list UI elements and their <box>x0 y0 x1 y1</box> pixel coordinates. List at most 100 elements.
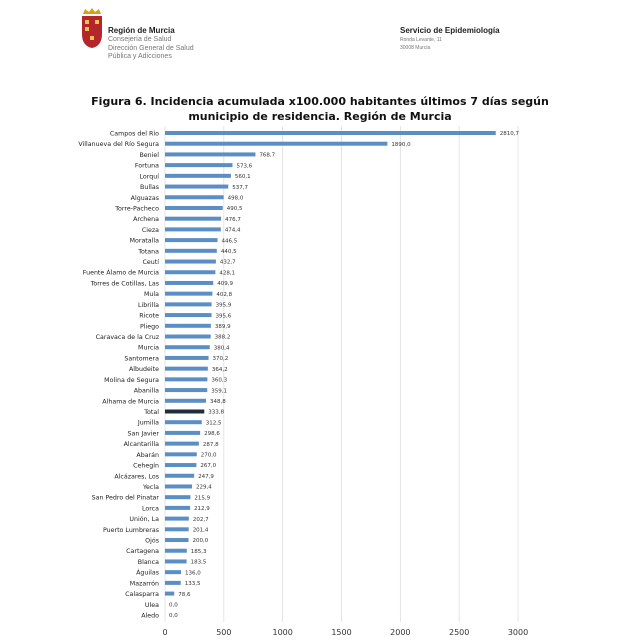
category-label: Jumilla <box>137 420 159 427</box>
data-label: 428,1 <box>219 270 235 276</box>
bar <box>165 238 218 243</box>
service-name: Servicio de Epidemiología <box>400 26 500 35</box>
category-label: Abanilla <box>134 388 159 395</box>
bar <box>165 591 175 596</box>
x-tick-label: 2000 <box>390 628 410 637</box>
bar <box>165 141 388 146</box>
org-sub: Consejería de Salud <box>108 36 172 43</box>
data-label: 348,8 <box>210 399 226 405</box>
data-label: 2810,7 <box>500 131 520 137</box>
data-label: 136,0 <box>185 570 201 576</box>
bar <box>165 366 208 371</box>
category-label: Ricote <box>139 313 159 320</box>
data-label: 573,6 <box>236 163 252 169</box>
data-label: 490,5 <box>227 206 243 212</box>
category-label: Murcia <box>138 345 159 352</box>
bar <box>165 452 197 457</box>
data-label: 267,0 <box>200 463 216 469</box>
data-label: 474,4 <box>225 228 241 234</box>
category-label: Cehegín <box>133 462 159 470</box>
bar <box>165 302 212 307</box>
category-label: Cieza <box>142 227 159 234</box>
category-label: Albudeite <box>129 366 159 373</box>
bar <box>165 463 197 468</box>
data-label: 333,8 <box>208 410 224 416</box>
bar <box>165 527 189 532</box>
category-label: Yecla <box>142 484 159 491</box>
department-block: Dirección General de Salud Pública y Adi… <box>108 45 194 61</box>
category-label: Lorquí <box>140 172 160 180</box>
category-label: Caravaca de la Cruz <box>96 334 160 341</box>
data-label: 185,3 <box>191 549 207 555</box>
category-label: Blanca <box>138 559 159 566</box>
bar <box>165 323 211 328</box>
bar <box>165 570 182 575</box>
data-label: 395,9 <box>216 303 232 309</box>
data-label: 537,7 <box>232 185 248 191</box>
category-label: Ulea <box>145 602 159 609</box>
bar <box>165 377 208 382</box>
data-label: 409,9 <box>217 281 233 287</box>
address-line1: Ronda Levante, 11 <box>400 37 442 43</box>
category-label: Beniel <box>139 152 159 159</box>
category-label: Ceutí <box>143 258 160 266</box>
data-label: 440,5 <box>221 249 237 255</box>
category-label: Moratalla <box>130 238 160 245</box>
category-label: San Javier <box>127 430 159 437</box>
bar <box>165 420 202 425</box>
bar <box>165 163 233 168</box>
data-label: 1890,0 <box>391 142 411 148</box>
data-label: 359,1 <box>211 388 227 394</box>
data-label: 560,1 <box>235 174 251 180</box>
data-label: 201,4 <box>193 528 209 534</box>
bar <box>165 152 256 157</box>
category-label: Torre-Pacheco <box>114 205 159 212</box>
category-label: Aledo <box>141 613 159 620</box>
category-label: Campos del Río <box>110 130 159 138</box>
data-label: 183,5 <box>191 560 207 566</box>
category-label: Santomera <box>124 355 159 362</box>
bar <box>165 345 210 350</box>
org-name: Región de Murcia <box>108 26 175 35</box>
bar <box>165 280 214 285</box>
data-label: 200,0 <box>193 538 209 544</box>
data-label: 78,6 <box>178 592 191 598</box>
region-murcia-coat-of-arms-logo <box>82 8 102 48</box>
category-label: Puerto Lumbreras <box>103 527 159 534</box>
category-label: Ojós <box>145 537 159 545</box>
bar <box>165 227 221 232</box>
chart-title-line2: municipio de residencia. Región de Murci… <box>188 110 452 123</box>
category-label: Lorca <box>142 505 159 512</box>
organization-block: Región de Murcia Consejería de Salud <box>108 27 175 44</box>
data-label: 0,0 <box>169 613 178 619</box>
bar <box>165 195 224 200</box>
bar <box>165 355 209 360</box>
data-label: 247,9 <box>198 474 214 480</box>
category-label: Alguazas <box>131 195 159 202</box>
x-tick-label: 500 <box>216 628 231 637</box>
category-label: Total <box>143 409 159 416</box>
service-block: Servicio de Epidemiología Ronda Levante,… <box>400 27 500 52</box>
bar <box>165 398 207 403</box>
bar <box>165 184 229 189</box>
category-label: Molina de Segura <box>104 377 159 384</box>
data-label: 229,4 <box>196 485 212 491</box>
category-label: Mula <box>144 291 159 298</box>
category-label: Alcantarilla <box>124 441 160 448</box>
category-label: Fuente Álamo de Murcia <box>83 268 159 277</box>
bar <box>165 580 181 585</box>
data-label: 370,2 <box>213 356 229 362</box>
data-label: 212,9 <box>194 506 210 512</box>
category-label: Alhama de Murcia <box>102 398 159 405</box>
category-label: Alcázares, Los <box>114 472 159 480</box>
category-label: Abarán <box>136 451 159 459</box>
data-label: 133,5 <box>185 581 201 587</box>
bar <box>165 313 212 318</box>
data-label: 298,6 <box>204 431 220 437</box>
category-label: Águilas <box>136 568 159 577</box>
category-label: Mazarrón <box>130 579 159 587</box>
category-label: Pliego <box>140 323 159 330</box>
data-label: 446,5 <box>222 238 238 244</box>
bar <box>165 259 216 264</box>
